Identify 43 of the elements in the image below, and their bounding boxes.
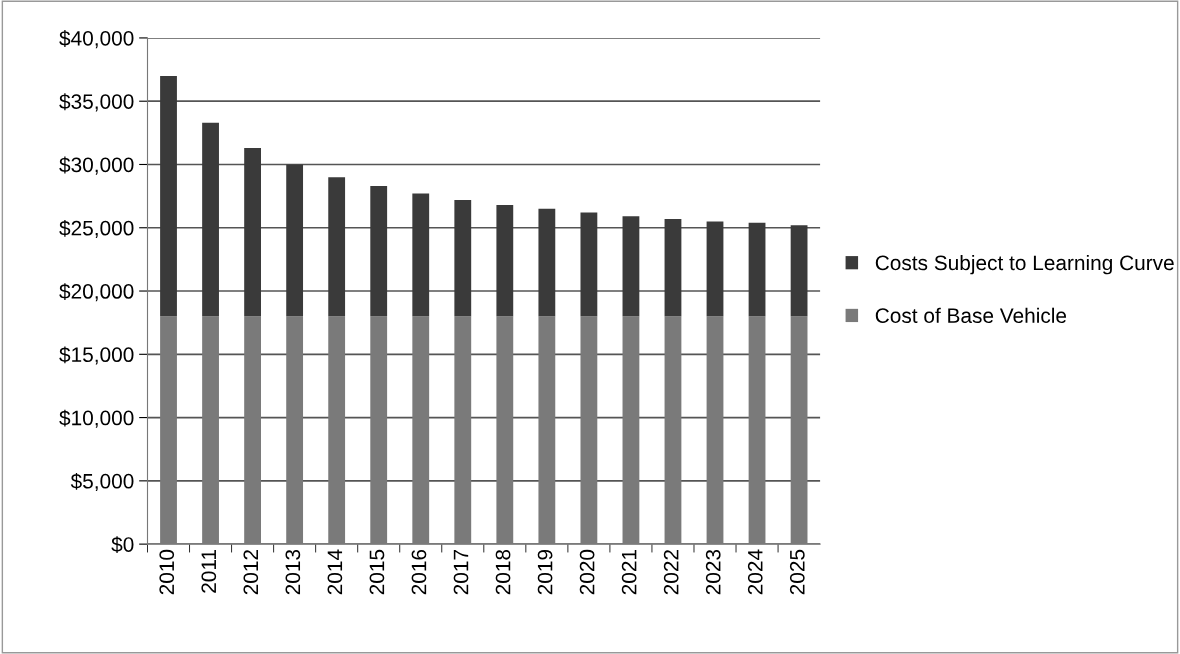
x-tick-label: 2023 bbox=[705, 549, 721, 595]
x-tick-label: 2014 bbox=[327, 549, 343, 595]
y-tick-label: $30,000 bbox=[59, 156, 134, 175]
bar bbox=[328, 177, 346, 317]
x-tick-label: 2010 bbox=[159, 549, 175, 595]
bar bbox=[706, 221, 724, 317]
y-tick-label: $5,000 bbox=[70, 472, 134, 492]
bar bbox=[790, 225, 808, 317]
x-tick-label: 2016 bbox=[411, 549, 427, 595]
bar bbox=[664, 218, 682, 317]
y-tick-label: $0 bbox=[111, 536, 134, 554]
x-tick-label: 2022 bbox=[663, 550, 679, 595]
y-tick-label: $10,000 bbox=[59, 409, 134, 428]
bar bbox=[370, 185, 388, 317]
x-tick-label: 2011 bbox=[201, 550, 217, 593]
x-tick-label: 2018 bbox=[495, 549, 511, 595]
y-tick-label: $35,000 bbox=[59, 93, 134, 112]
legend-label: Cost of Base Vehicle bbox=[875, 307, 1067, 323]
y-tick-label: $20,000 bbox=[59, 283, 134, 302]
bar bbox=[244, 148, 261, 317]
y-tick-label: $15,000 bbox=[59, 346, 134, 365]
x-tick-label: 2012 bbox=[243, 550, 259, 595]
x-tick-label: 2015 bbox=[369, 549, 385, 595]
x-tick-label: 2024 bbox=[747, 549, 763, 595]
bar bbox=[412, 193, 430, 317]
x-tick-label: 2019 bbox=[537, 549, 553, 595]
bar bbox=[202, 122, 219, 317]
bar bbox=[748, 222, 766, 317]
bar bbox=[580, 212, 598, 317]
bar bbox=[538, 208, 556, 317]
x-tick-label: 2021 bbox=[621, 550, 637, 595]
bar bbox=[496, 204, 514, 317]
x-tick-label: 2025 bbox=[789, 549, 805, 595]
y-tick-label: $25,000 bbox=[59, 219, 134, 238]
x-tick-label: 2017 bbox=[453, 550, 469, 595]
bar bbox=[622, 216, 640, 317]
y-tick-label: $40,000 bbox=[59, 30, 134, 49]
bar bbox=[160, 75, 177, 317]
legend-label: Costs Subject to Learning Curve bbox=[875, 254, 1174, 275]
bar bbox=[286, 164, 304, 317]
x-tick-label: 2013 bbox=[285, 549, 301, 595]
x-tick-label: 2020 bbox=[579, 549, 595, 595]
bar bbox=[454, 199, 472, 317]
